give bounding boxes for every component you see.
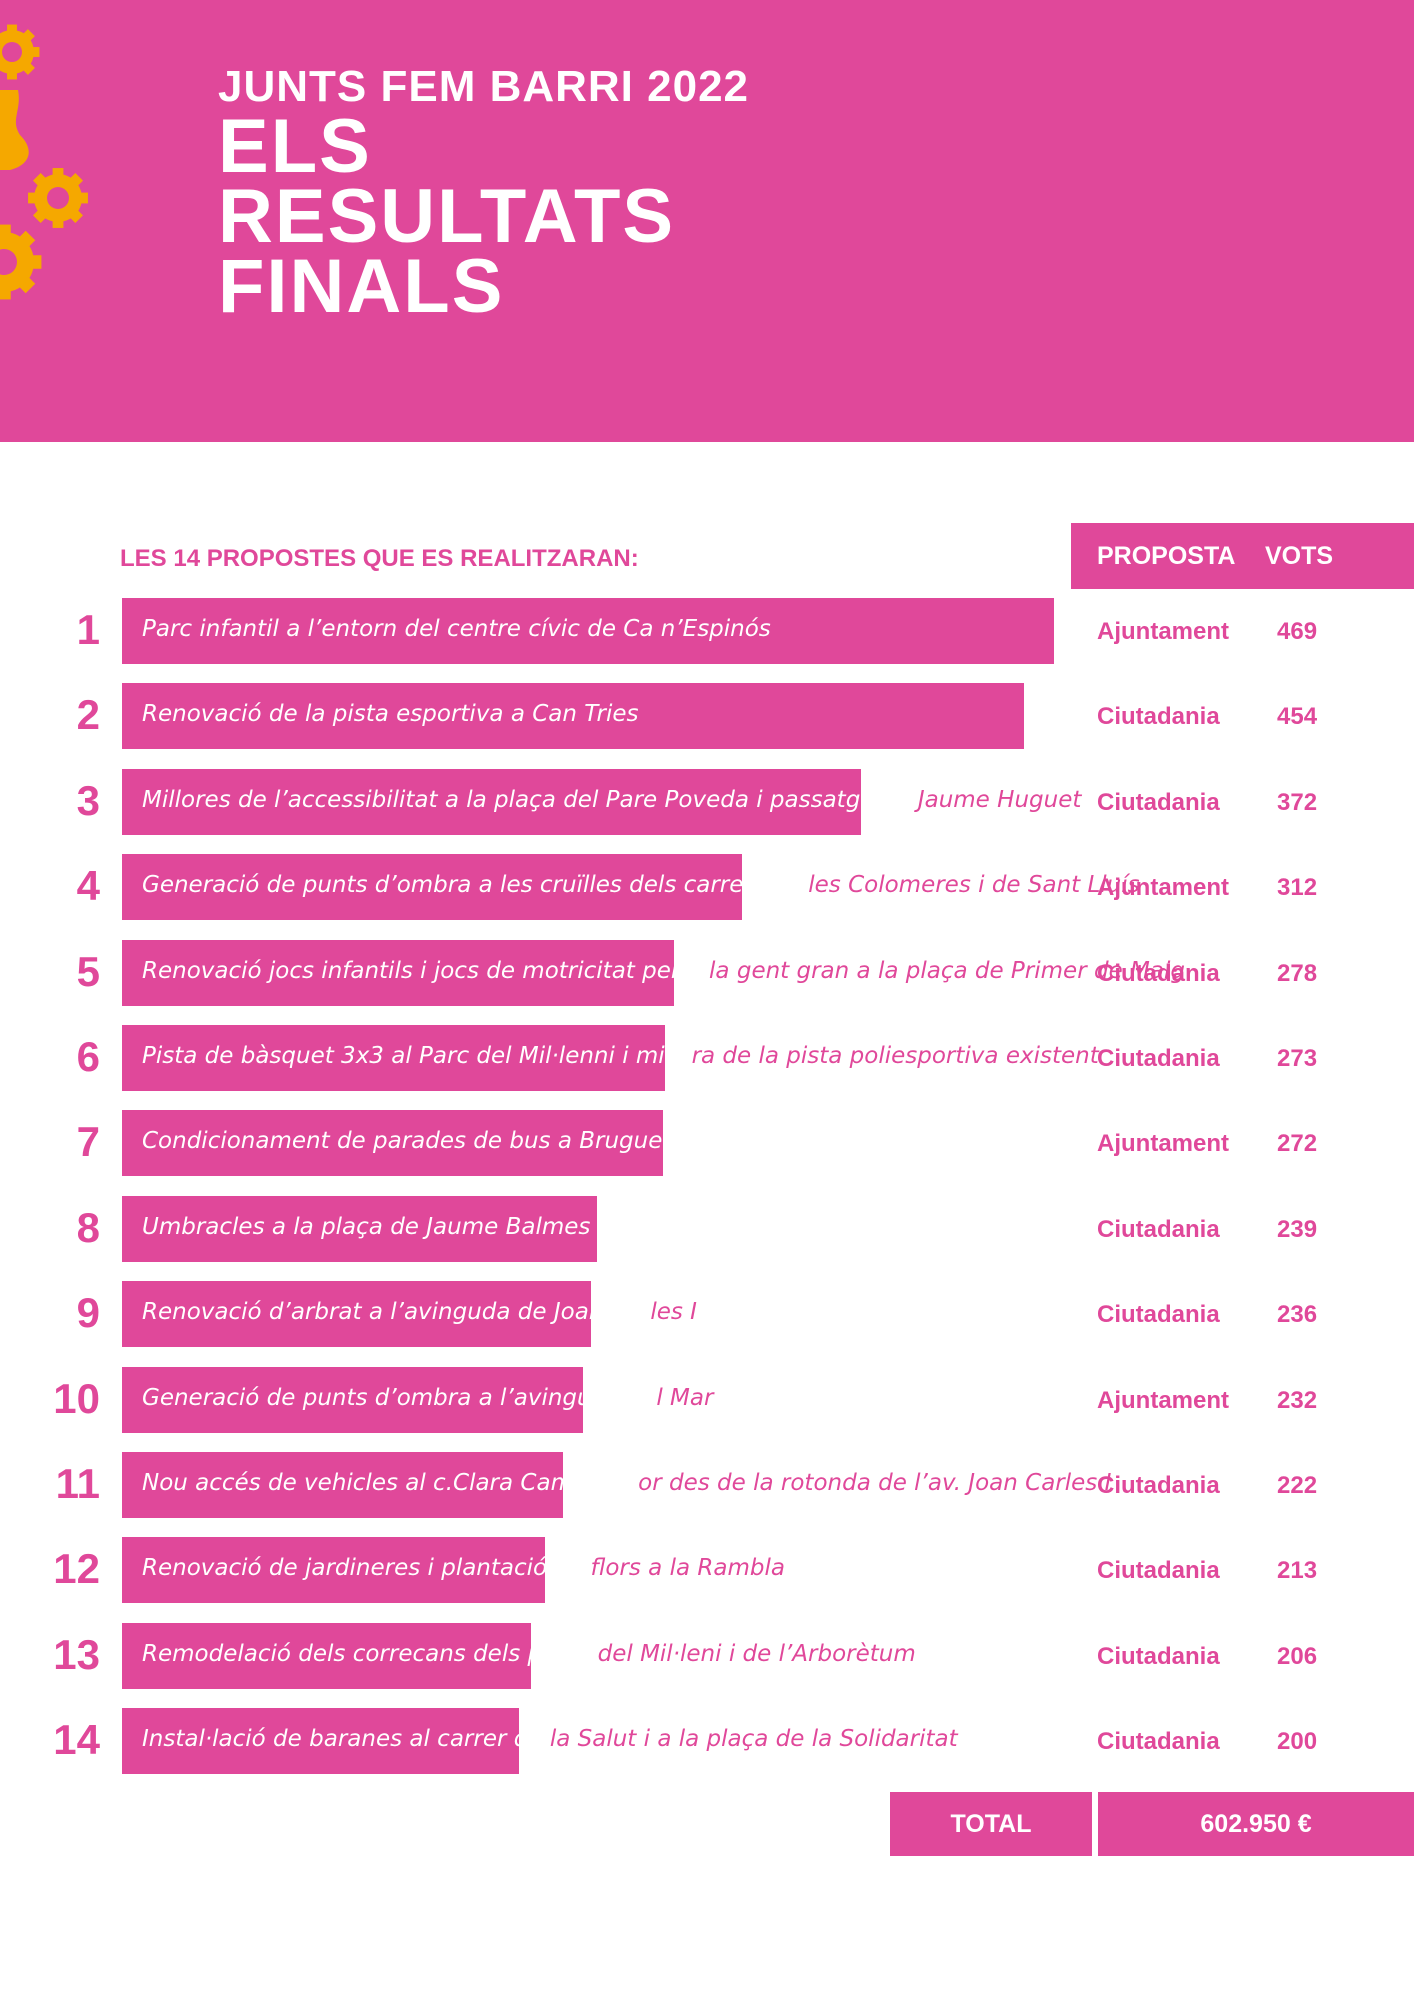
proposal-label: Renovació de la pista esportiva a Can Tr… — [142, 701, 639, 728]
header-banner: JUNTS FEM BARRI 2022 ELS RESULTATS FINAL… — [0, 0, 1414, 442]
rank-number: 6 — [76, 1033, 100, 1080]
vote-count: 312 — [1277, 874, 1318, 902]
proposal-label: Remodelació dels correcans dels parcs de… — [142, 1640, 916, 1667]
proposal-origin: Ajuntament — [1097, 1130, 1229, 1158]
vote-count: 239 — [1277, 1215, 1318, 1243]
proposal-label: Condicionament de parades de bus a Brugu… — [142, 1128, 684, 1155]
rank-number: 8 — [76, 1203, 100, 1251]
rank-number: 2 — [76, 691, 100, 739]
rank-number: 1 — [76, 606, 100, 653]
vote-count: 278 — [1277, 959, 1318, 987]
bar — [122, 1110, 663, 1177]
rank-number: 9 — [76, 1289, 100, 1337]
vote-count: 236 — [1277, 1301, 1318, 1329]
bar — [122, 1025, 665, 1091]
proposal-origin: Ajuntament — [1097, 1386, 1229, 1414]
proposal-origin: Ciutadania — [1097, 1215, 1220, 1243]
proposal-origin: Ciutadania — [1097, 1472, 1220, 1499]
rank-number: 5 — [76, 947, 100, 995]
proposal-label: Generació de punts d’ombra a les cruïlle… — [142, 872, 1140, 899]
proposal-origin: Ciutadania — [1097, 959, 1220, 987]
proposal-origin: Ciutadania — [1097, 1728, 1220, 1756]
gear-icon — [0, 90, 29, 170]
proposal-origin: Ajuntament — [1097, 874, 1229, 902]
proposal-origin: Ciutadania — [1097, 1045, 1220, 1072]
total-value: 602.950 € — [1098, 1792, 1414, 1856]
vote-count: 206 — [1277, 1642, 1318, 1670]
page-title: ELS RESULTATS FINALS — [218, 104, 676, 329]
vote-count: 200 — [1277, 1728, 1318, 1756]
proposal-label: Renovació jocs infantils i jocs de motri… — [142, 957, 1185, 984]
rank-number: 7 — [76, 1118, 100, 1166]
vote-count: 213 — [1277, 1557, 1318, 1585]
table-row: 2 Renovació de la pista esportiva a Can T… — [0, 683, 1414, 750]
table-row: 6 Pista de bàsquet 3x3 al Parc del Mil·le… — [0, 1025, 1414, 1091]
column-header-proposta: PROPOSTA — [1097, 542, 1236, 570]
proposal-label: Pista de bàsquet 3x3 al Parc del Mil·len… — [142, 1043, 1099, 1069]
total-label: TOTAL — [890, 1792, 1092, 1856]
proposal-origin: Ciutadania — [1097, 1557, 1220, 1585]
gear-icon — [28, 168, 88, 228]
table-row: 13 Remodelació dels correcans dels parcs … — [0, 1622, 1414, 1689]
proposal-label: Nou accés de vehicles al c.Clara Campoam… — [142, 1470, 1112, 1496]
proposal-label: Millores de l’accessibilitat a la plaça … — [142, 786, 1082, 813]
table-row: 3 Millores de l’accessibilitat a la plaça… — [0, 768, 1414, 835]
bar — [122, 683, 1025, 750]
kicker-title: JUNTS FEM BARRI 2022 — [218, 62, 750, 111]
proposal-label: Generació de punts d’ombra a l’avinguda … — [142, 1384, 714, 1411]
bar — [122, 1622, 532, 1689]
proposal-origin: Ajuntament — [1097, 618, 1229, 645]
table-row: 11 Nou accés de vehicles al c.Clara Campo… — [0, 1452, 1414, 1518]
rank-number: 12 — [53, 1545, 100, 1593]
rank-number: 13 — [53, 1630, 100, 1678]
table-row: 4 Generació de punts d’ombra a les cruïll… — [0, 854, 1414, 921]
table-row: 10 Generació de punts d’ombra a l’avingud… — [0, 1366, 1414, 1433]
table-row: 12 Renovació de jardineres i plantació de… — [0, 1537, 1414, 1604]
table-row: 9 Renovació d’arbrat a l’avinguda de Joan… — [0, 1281, 1414, 1348]
bar — [122, 768, 862, 835]
table-row: 5 Renovació jocs infantils i jocs de motr… — [0, 939, 1414, 1006]
proposal-origin: Ciutadania — [1097, 1642, 1220, 1670]
proposal-origin: Ciutadania — [1097, 788, 1220, 816]
proposal-label: Instal·lació de baranes al carrer de la … — [142, 1726, 958, 1753]
rank-number: 4 — [76, 862, 100, 910]
bar — [122, 1195, 597, 1262]
vote-count: 232 — [1277, 1386, 1318, 1414]
proposal-label: Renovació de jardineres i plantació de f… — [142, 1555, 785, 1582]
bar — [122, 854, 742, 921]
rank-number: 3 — [76, 776, 100, 824]
table-row: 1 Parc infantil a l’entorn del centre cív… — [0, 598, 1414, 664]
gear-icon — [0, 24, 40, 80]
bar — [122, 1452, 564, 1518]
bar — [122, 1281, 591, 1348]
gear-icon — [0, 224, 42, 300]
column-header-vots: VOTS — [1265, 542, 1334, 570]
table-row: 7 Condicionament de parades de bus a Brug… — [0, 1110, 1414, 1177]
bar — [122, 598, 1054, 664]
bar — [122, 1537, 546, 1604]
rank-number: 10 — [53, 1374, 100, 1422]
proposal-label: Renovació d’arbrat a l’avinguda de Joan … — [142, 1299, 697, 1326]
table-row: 14 Instal·lació de baranes al carrer de l… — [0, 1708, 1414, 1775]
bar — [122, 1708, 520, 1775]
vote-count: 454 — [1277, 703, 1318, 731]
column-header-box — [1071, 523, 1414, 589]
proposal-label: Umbracles a la plaça de Jaume Balmes — [142, 1213, 591, 1240]
vote-count: 273 — [1277, 1045, 1318, 1072]
section-heading: LES 14 PROPOSTES QUE ES REALITZARAN: — [120, 545, 639, 572]
table-row: 8 Umbracles a la plaça de Jaume Balmes Ciu… — [0, 1195, 1414, 1262]
proposal-label: Parc infantil a l’entorn del centre cívi… — [142, 616, 771, 642]
gear-icon — [0, 24, 88, 300]
bar — [122, 1366, 584, 1433]
vote-count: 469 — [1277, 618, 1318, 645]
proposal-origin: Ciutadania — [1097, 703, 1220, 731]
proposal-origin: Ciutadania — [1097, 1301, 1220, 1329]
vote-count: 272 — [1277, 1130, 1318, 1158]
rank-number: 11 — [55, 1460, 100, 1507]
vote-count: 222 — [1277, 1472, 1318, 1499]
rank-number: 14 — [53, 1716, 100, 1764]
vote-count: 372 — [1277, 788, 1318, 816]
bar — [122, 939, 675, 1006]
